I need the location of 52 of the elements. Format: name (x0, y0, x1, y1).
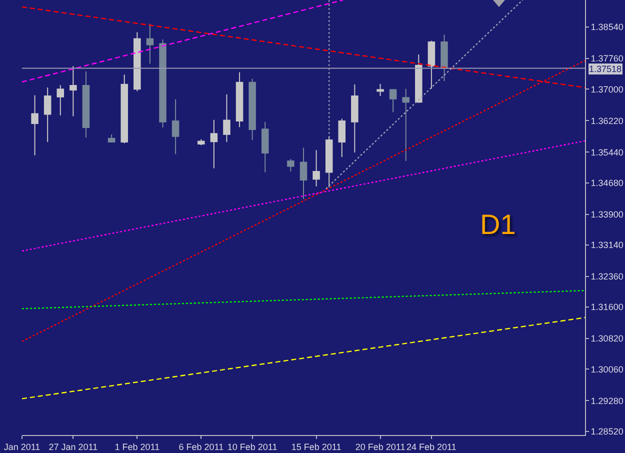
x-tick-label: 1 Feb 2011 (114, 442, 160, 452)
y-tick-label: 1.33140 (590, 240, 624, 250)
candlestick (198, 138, 205, 146)
candlestick (56, 84, 64, 116)
candlestick (236, 72, 244, 128)
y-tick-label: 1.30820 (590, 334, 624, 344)
candlestick (287, 158, 294, 172)
candlestick (248, 78, 256, 141)
candlestick (134, 32, 141, 92)
candlestick (402, 88, 410, 162)
candlestick (159, 39, 166, 128)
y-tick-label: 1.33900 (590, 209, 624, 220)
candlestick (389, 88, 397, 113)
candlestick (338, 118, 346, 158)
y-tick-label: 1.31600 (590, 302, 624, 312)
x-tick-label: 24 Feb 2011 (406, 442, 456, 452)
candlestick (172, 98, 180, 155)
y-tick-label: 1.34680 (590, 178, 624, 188)
y-tick-label: 1.30060 (590, 364, 624, 374)
candlestick (70, 66, 77, 117)
candlestick (31, 94, 38, 156)
x-tick-label: 27 Jan 2011 (48, 442, 98, 452)
candlestick (376, 83, 384, 97)
candlestick (82, 70, 90, 138)
candlestick (312, 150, 320, 187)
candlestick (415, 54, 422, 104)
y-tick-label: 1.37000 (590, 84, 624, 94)
y-tick-label: 1.37760 (590, 54, 624, 64)
candlestick (44, 87, 52, 143)
x-tick-label: 20 Feb 2011 (355, 442, 406, 452)
candlestick (428, 40, 436, 90)
y-tick-label: 1.32360 (590, 272, 624, 282)
candlestick (210, 119, 218, 169)
y-tick-label: 1.35440 (590, 147, 624, 158)
candlestick (146, 23, 154, 64)
x-tick-label: 15 Feb 2011 (291, 442, 342, 452)
y-tick-label: 1.36220 (590, 116, 624, 126)
candlestick (108, 134, 116, 143)
ref-line-label: 1.37518 (589, 64, 622, 74)
candlestick (300, 147, 308, 200)
candlestick (223, 94, 230, 143)
annotation: D1 (480, 209, 516, 240)
candlestick (120, 74, 128, 144)
candlestick (440, 34, 448, 82)
x-tick-label: 6 Feb 2011 (178, 442, 224, 452)
y-tick-label: 1.29280 (590, 396, 624, 406)
x-tick-label: 10 Feb 2011 (227, 442, 278, 452)
candlestick (351, 84, 358, 154)
y-tick-label: 1.28520 (590, 426, 624, 437)
y-tick-label: 1.38540 (590, 22, 624, 32)
candlestick (261, 121, 269, 173)
x-tick-label: Jan 2011 (4, 442, 40, 452)
